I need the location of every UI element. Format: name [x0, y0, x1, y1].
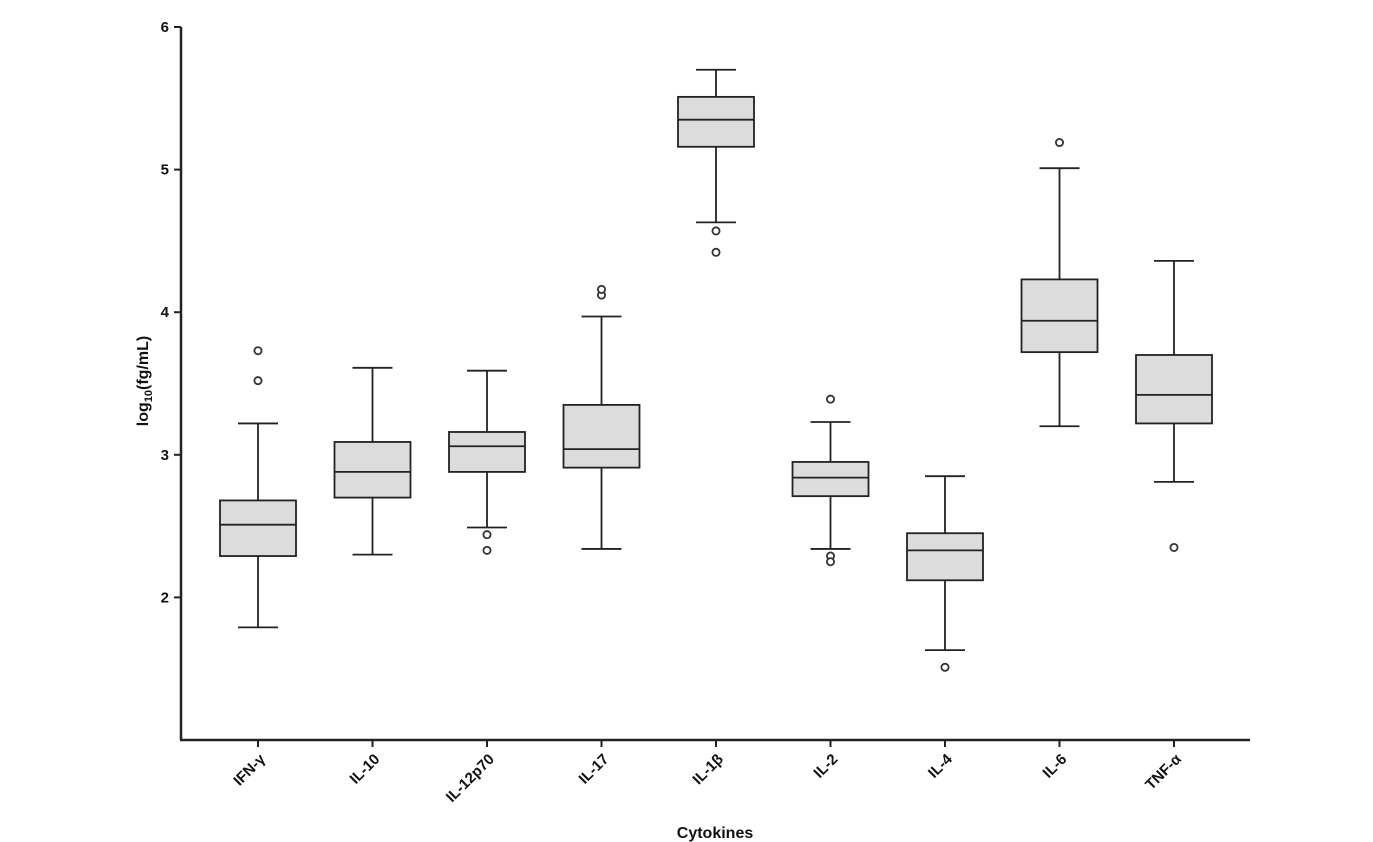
y-axis-title-prefix: log — [135, 402, 152, 426]
iqr-box — [219, 499, 297, 557]
outlier-point — [482, 545, 492, 555]
boxes-layer — [219, 68, 1213, 672]
iqr-box — [906, 532, 984, 582]
iqr-box — [1135, 354, 1213, 425]
x-tick-label: IL-1β — [689, 751, 726, 788]
outlier-point — [940, 662, 950, 672]
x-tick-label: IL-12p70 — [443, 751, 498, 806]
x-tick-label: TNF-α — [1142, 750, 1185, 793]
box-group — [791, 394, 870, 567]
box-group — [448, 369, 526, 555]
box-group — [333, 366, 412, 556]
ticks-layer: 2 3 4 5 6 IFN-γ IL-10 IL-12p70 IL-17 IL-1β IL-2 IL-… — [161, 19, 1186, 806]
x-tick-label: IL-10 — [347, 751, 384, 788]
outlier-point — [1169, 542, 1179, 552]
box-group — [906, 475, 984, 672]
outlier-point — [826, 557, 836, 567]
iqr-box — [1020, 278, 1099, 354]
box-group — [562, 284, 641, 550]
iqr-box — [562, 403, 641, 469]
outlier-point — [711, 247, 721, 257]
box-group — [1135, 259, 1213, 552]
iqr-box — [448, 431, 526, 473]
box-group — [1020, 138, 1099, 428]
y-tick-label: 2 — [161, 589, 169, 606]
x-tick-label: IL-4 — [925, 750, 956, 781]
outlier-point — [711, 226, 721, 236]
iqr-box — [333, 441, 412, 499]
x-tick-label: IL-6 — [1039, 751, 1070, 782]
iqr-box — [677, 95, 755, 148]
box-group — [677, 68, 755, 257]
outlier-point — [597, 284, 607, 294]
y-axis-title-subscript: 10 — [143, 390, 155, 402]
outlier-point — [253, 346, 263, 356]
x-tick-label: IL-17 — [576, 751, 613, 788]
iqr-box — [791, 461, 870, 498]
outlier-point — [1055, 138, 1065, 148]
x-tick-label: IFN-γ — [230, 750, 269, 789]
y-tick-label: 5 — [161, 162, 169, 179]
outlier-point — [826, 394, 836, 404]
box-group — [219, 346, 297, 629]
outlier-point — [253, 376, 263, 386]
y-tick-label: 4 — [161, 304, 170, 321]
y-tick-label: 6 — [161, 19, 169, 36]
x-axis-title: Cytokines — [677, 825, 754, 842]
y-tick-label: 3 — [161, 447, 169, 464]
x-tick-label: IL-2 — [810, 751, 841, 782]
y-axis-title-suffix: (fg/mL) — [135, 336, 152, 390]
y-axis-title: log10(fg/mL) — [135, 336, 155, 426]
outlier-point — [482, 530, 492, 540]
